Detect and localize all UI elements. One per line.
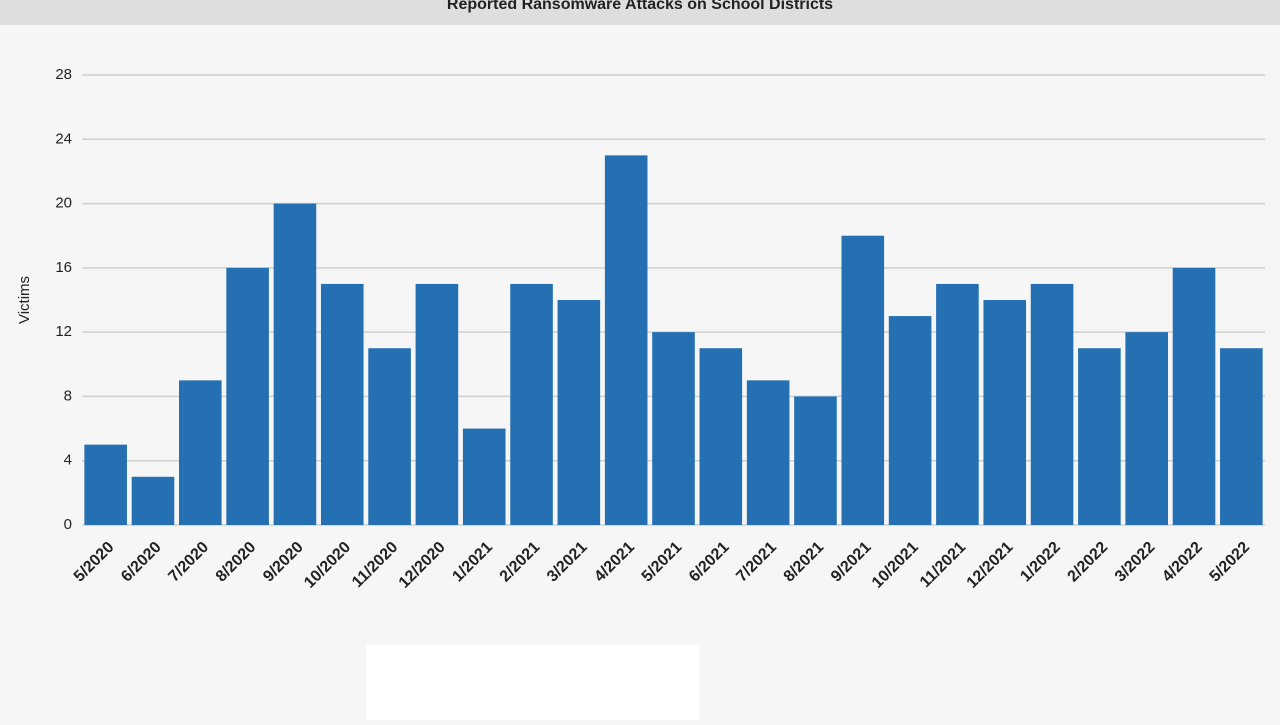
bar xyxy=(1125,332,1168,525)
y-tick-label: 4 xyxy=(64,452,72,469)
y-tick-label: 8 xyxy=(64,387,72,404)
bar xyxy=(794,396,837,525)
y-tick-label: 16 xyxy=(55,259,72,276)
y-tick-label: 12 xyxy=(55,323,72,340)
header-bar xyxy=(0,0,1280,25)
bar xyxy=(84,444,127,525)
bar xyxy=(746,380,790,525)
y-tick-label: 28 xyxy=(55,66,72,83)
x-tick-label: 7/2020 xyxy=(165,539,212,586)
x-tick-label: 4/2021 xyxy=(591,539,638,586)
x-tick-label: 6/2020 xyxy=(118,539,165,586)
bar xyxy=(226,267,269,525)
bar xyxy=(1220,348,1263,525)
bar xyxy=(841,235,885,525)
x-tick-label: 10/2021 xyxy=(869,539,922,592)
x-tick-label: 3/2021 xyxy=(544,539,591,586)
x-tick-label: 12/2020 xyxy=(396,539,449,592)
bar xyxy=(1172,267,1216,525)
x-tick-label: 1/2021 xyxy=(449,539,496,586)
x-tick-label: 5/2021 xyxy=(639,539,686,586)
x-tick-label: 11/2021 xyxy=(917,539,969,591)
x-tick-label: 9/2020 xyxy=(260,539,307,586)
bar xyxy=(415,283,459,525)
bar xyxy=(1078,348,1121,525)
x-tick-label: 1/2022 xyxy=(1017,539,1064,586)
x-tick-label: 4/2022 xyxy=(1159,539,1206,586)
y-tick-label: 0 xyxy=(64,516,72,533)
bar xyxy=(699,348,743,525)
blank-panel xyxy=(366,645,699,720)
bar xyxy=(604,155,648,525)
x-tick-label: 8/2020 xyxy=(213,539,260,586)
x-tick-label: 7/2021 xyxy=(733,539,780,586)
y-tick-label: 20 xyxy=(55,195,72,212)
y-tick-label: 24 xyxy=(55,130,72,147)
x-tick-label: 8/2021 xyxy=(781,539,828,586)
x-tick-label: 11/2020 xyxy=(349,539,401,591)
bar xyxy=(179,380,222,525)
x-tick-label: 5/2022 xyxy=(1207,539,1254,586)
bar xyxy=(510,283,553,525)
x-tick-label: 5/2020 xyxy=(71,539,118,586)
chart-title: Reported Ransomware Attacks on School Di… xyxy=(447,0,833,13)
y-axis-label: Victims xyxy=(16,276,33,324)
x-tick-label: 3/2022 xyxy=(1112,539,1159,586)
bar xyxy=(273,203,317,526)
bar xyxy=(936,283,979,525)
x-tick-label: 6/2021 xyxy=(686,539,733,586)
bar xyxy=(983,300,1027,525)
bar xyxy=(888,316,932,525)
x-tick-label: 2/2021 xyxy=(497,539,544,586)
bar xyxy=(368,348,411,525)
bar xyxy=(320,283,364,525)
bar xyxy=(652,332,695,525)
x-tick-label: 2/2022 xyxy=(1065,539,1112,586)
bar xyxy=(557,300,601,525)
x-tick-label: 12/2021 xyxy=(964,539,1017,592)
bar xyxy=(1030,283,1074,525)
x-tick-label: 9/2021 xyxy=(828,539,875,586)
bar xyxy=(131,476,175,525)
x-tick-label: 10/2020 xyxy=(301,539,354,592)
bar xyxy=(462,428,506,525)
